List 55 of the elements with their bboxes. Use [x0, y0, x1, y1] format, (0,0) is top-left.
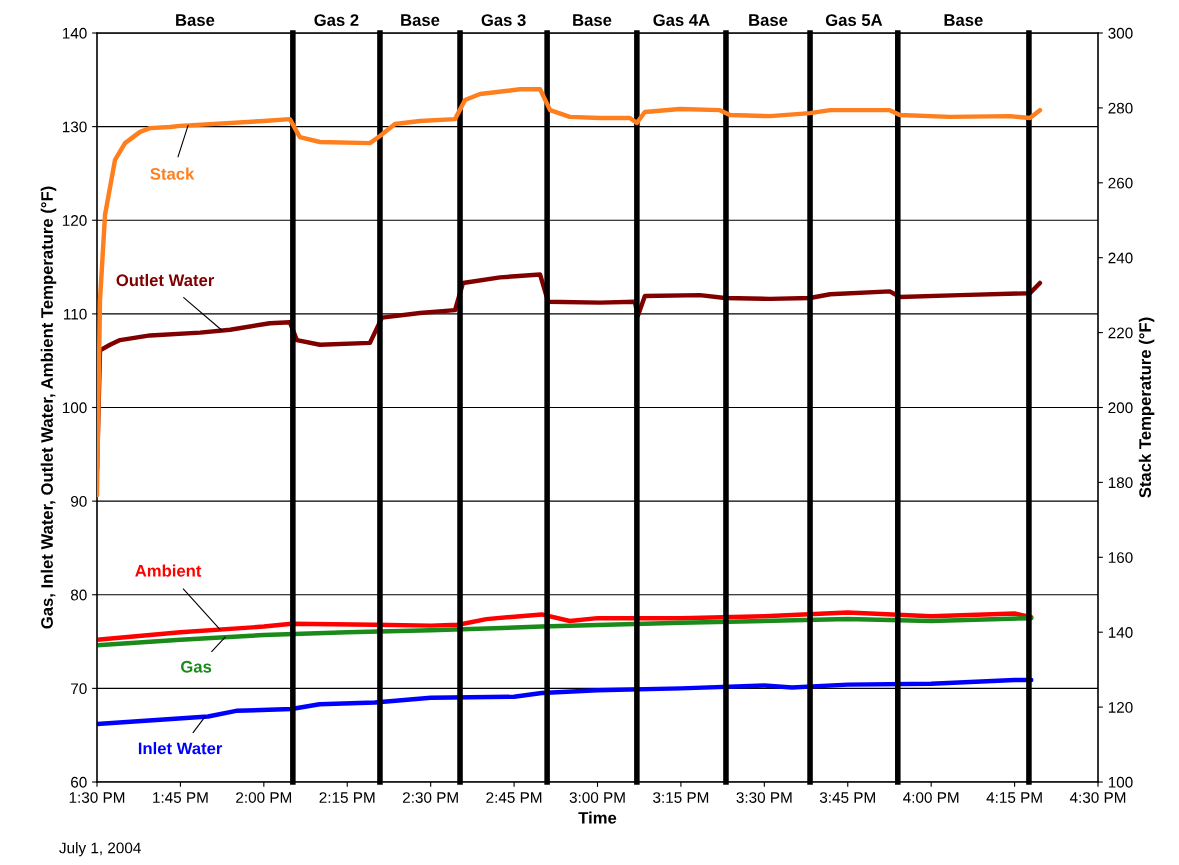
text: Ambient	[135, 564, 202, 577]
x-tick-label: 4:00 PM	[903, 792, 959, 803]
y-tick-label: 130	[62, 121, 87, 133]
text: Base	[176, 14, 215, 26]
y2-tick-label: 140	[1108, 627, 1133, 638]
x-tick-label: 2:15 PM	[319, 792, 375, 803]
y2-tick-label: 160	[1108, 552, 1133, 563]
text: Base	[573, 14, 612, 26]
y-tick-label: 60	[71, 776, 87, 788]
y2-tick-label: 240	[1108, 252, 1133, 264]
y2-tick-label: 280	[1108, 102, 1133, 114]
y-tick-label: 90	[71, 495, 87, 507]
y-tick-label: 80	[70, 589, 87, 601]
line-series	[97, 610, 1034, 642]
y-tick-label: 100	[62, 402, 87, 414]
y-tick-label: 120	[62, 215, 87, 226]
text: Gas 4A	[653, 14, 710, 26]
y2-tick-label: 100	[1108, 776, 1133, 788]
y2-tick-label: 220	[1108, 327, 1133, 339]
text: Stack	[150, 167, 195, 180]
x-tick-label: 2:00 PM	[236, 792, 292, 803]
x-tick-label: 4:30 PM	[1069, 792, 1126, 803]
text: Outlet Water	[116, 273, 215, 287]
y2-tick-label: 200	[1108, 402, 1133, 414]
x-tick-label: 4:15 PM	[986, 792, 1042, 803]
x-tick-label: 1:30 PM	[69, 792, 125, 803]
text: Base	[944, 14, 983, 26]
x-tick-label: 1:45 PM	[153, 792, 208, 803]
line-series	[97, 615, 1034, 648]
x-tick-label: 2:30 PM	[402, 792, 458, 803]
text: Gas 3	[481, 14, 526, 26]
text: Gas 5A	[825, 14, 883, 26]
y2-tick-label: 300	[1108, 27, 1133, 39]
text: Gas 2	[314, 14, 359, 26]
x-axis-title: Time	[578, 811, 617, 824]
y-axis-title: Gas, Inlet Water, Outlet Water, Ambient Temperature (°F)	[40, 186, 57, 629]
y-tick-label: 70	[71, 683, 87, 695]
y-tick-label: 140	[62, 27, 87, 39]
x-tick-label: 2:45 PM	[486, 792, 542, 803]
text: Base	[401, 14, 440, 26]
y2-axis-title: Stack Temperature (°F)	[1138, 317, 1155, 498]
text: July 1, 2004	[59, 842, 141, 857]
series-label: Gas	[181, 660, 212, 673]
y-tick-label: 110	[64, 308, 87, 320]
text: Base	[749, 14, 788, 26]
y2-tick-label: 120	[1108, 701, 1133, 713]
x-tick-label: 3:00 PM	[569, 792, 625, 803]
line-series	[97, 677, 1034, 727]
line-series	[97, 86, 1043, 498]
x-tick-label: 3:30 PM	[736, 792, 792, 803]
x-tick-label: 3:15 PM	[653, 792, 709, 803]
y2-tick-label: 260	[1108, 177, 1133, 189]
series-label: Inlet Water	[138, 742, 223, 755]
x-tick-label: 3:45 PM	[819, 792, 875, 803]
y2-tick-label: 180	[1108, 477, 1133, 489]
